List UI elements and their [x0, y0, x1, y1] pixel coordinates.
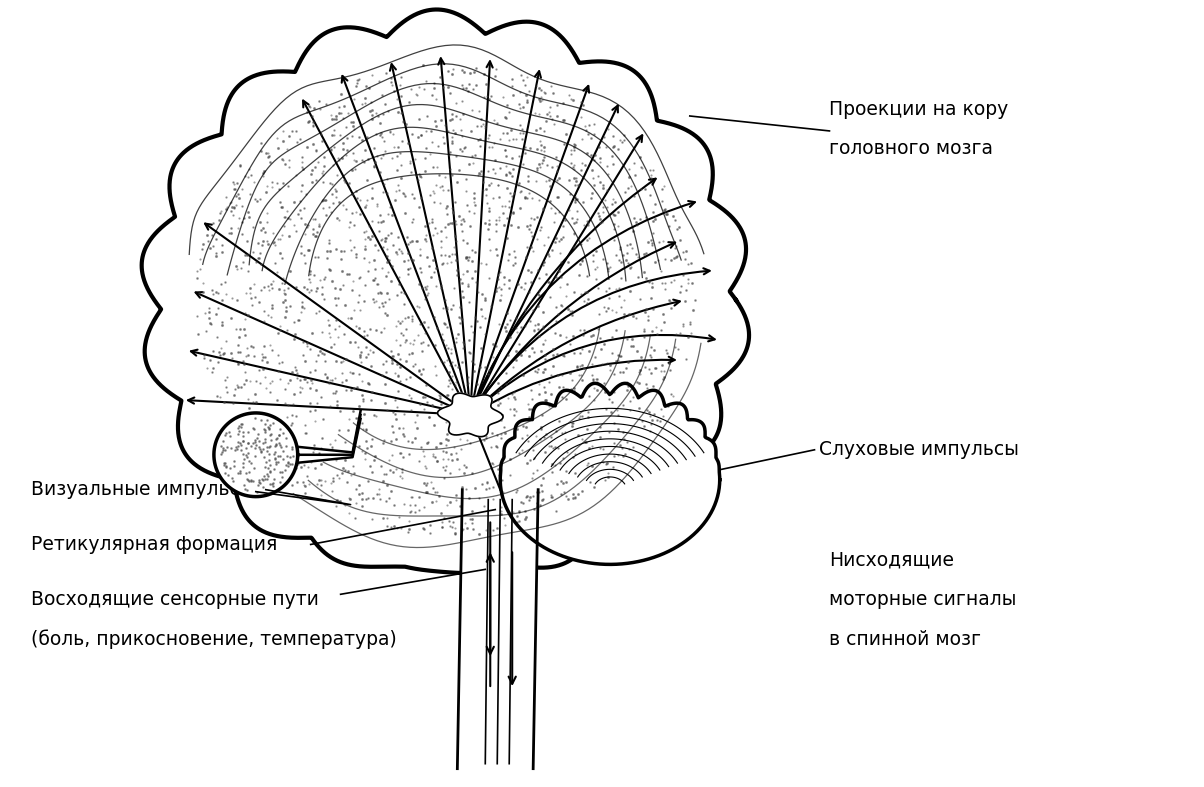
- Text: (боль, прикосновение, температура): (боль, прикосновение, температура): [31, 630, 397, 649]
- Text: Слуховые импульсы: Слуховые импульсы: [820, 440, 1020, 460]
- Text: Нисходящие: Нисходящие: [830, 550, 955, 569]
- Text: Восходящие сенсорные пути: Восходящие сенсорные пути: [31, 589, 319, 609]
- Text: Ретикулярная формация: Ретикулярная формация: [31, 535, 278, 554]
- Polygon shape: [437, 394, 503, 437]
- Text: моторные сигналы: моторные сигналы: [830, 589, 1017, 609]
- Polygon shape: [458, 490, 538, 769]
- Polygon shape: [500, 383, 720, 564]
- Text: головного мозга: головного мозга: [830, 139, 993, 158]
- Text: Проекции на кору: Проекции на кору: [830, 99, 1009, 119]
- Text: Визуальные импульсы: Визуальные импульсы: [31, 480, 255, 499]
- Polygon shape: [214, 413, 297, 497]
- Text: в спинной мозг: в спинной мозг: [830, 630, 981, 648]
- Polygon shape: [142, 9, 749, 573]
